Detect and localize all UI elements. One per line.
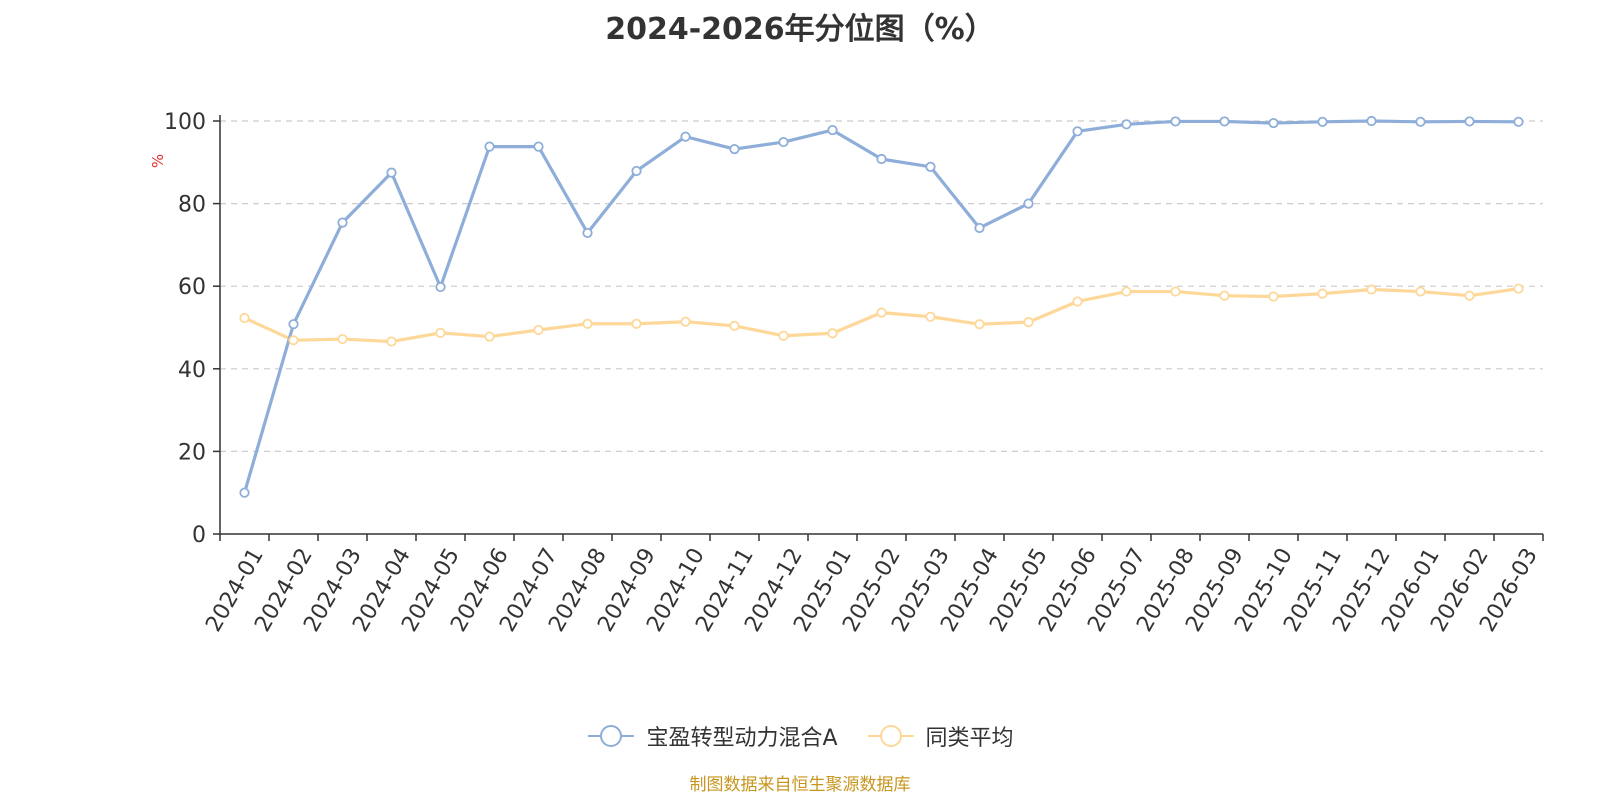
point-series-1-2024-11: [729, 320, 740, 331]
data-source-note: 制图数据来自恒生聚源数据库: [689, 775, 911, 795]
y-tick-label-40: 40: [178, 358, 206, 383]
point-series-1-2024-01: [239, 312, 250, 324]
legend-label-series-1: 同类平均: [925, 726, 1014, 751]
point-series-0-2024-07: [533, 141, 544, 152]
y-tick-label-0: 0: [192, 523, 206, 548]
legend-label-series-0: 宝盈转型动力混合A: [646, 726, 838, 751]
point-series-0-2025-06: [1072, 126, 1083, 137]
point-series-1-2026-01: [1415, 286, 1426, 297]
point-series-0-2025-01: [827, 124, 838, 136]
point-series-0-2024-05: [435, 281, 446, 293]
point-series-1-2025-01: [827, 328, 838, 339]
point-series-0-2024-11: [729, 143, 740, 155]
legend-item-series-0[interactable]: 宝盈转型动力混合A: [586, 720, 838, 752]
point-series-0-2025-11: [1317, 116, 1328, 127]
point-series-1-2025-09: [1219, 290, 1230, 301]
y-tick-label-20: 20: [178, 440, 206, 465]
point-series-1-2024-09: [631, 318, 642, 329]
point-series-1-2025-11: [1317, 288, 1328, 299]
y-tick-label-80: 80: [178, 193, 206, 218]
point-series-1-2025-03: [925, 311, 936, 322]
point-series-0-2024-08: [582, 227, 593, 239]
point-series-0-2024-02: [288, 319, 299, 330]
point-series-1-2025-05: [1023, 317, 1034, 328]
point-series-0-2024-12: [778, 136, 789, 148]
chart-title: 2024-2026年分位图（%）: [605, 12, 995, 47]
point-series-1-2024-03: [337, 333, 348, 345]
point-series-0-2024-04: [386, 167, 397, 178]
point-series-0-2026-01: [1415, 116, 1426, 127]
point-series-0-2025-04: [974, 222, 985, 234]
point-series-1-2025-06: [1072, 296, 1083, 307]
point-series-1-2025-07: [1121, 286, 1132, 297]
point-series-1-2025-04: [974, 319, 985, 330]
y-tick-label-60: 60: [178, 275, 206, 300]
point-series-1-2024-07: [533, 324, 544, 336]
point-series-0-2025-02: [876, 153, 887, 165]
legend-marker-series-0: [588, 725, 635, 747]
point-series-0-2025-09: [1219, 116, 1230, 127]
point-series-0-2026-02: [1464, 116, 1475, 127]
point-series-1-2024-04: [386, 336, 397, 347]
point-series-0-2025-07: [1121, 119, 1132, 130]
point-series-0-2024-10: [680, 131, 691, 142]
point-series-0-2025-05: [1023, 198, 1034, 209]
point-series-1-2024-05: [435, 327, 446, 338]
point-series-1-2024-10: [680, 316, 691, 327]
point-series-1-2025-10: [1268, 291, 1279, 302]
point-series-1-2024-12: [778, 330, 789, 341]
point-series-1-2025-02: [876, 307, 887, 318]
point-series-0-2026-03: [1513, 116, 1524, 127]
point-series-0-2024-01: [239, 487, 250, 498]
point-series-1-2026-02: [1464, 290, 1475, 301]
legend-item-series-1[interactable]: 同类平均: [866, 720, 1014, 752]
point-series-0-2025-08: [1170, 116, 1181, 127]
point-series-0-2025-10: [1268, 117, 1279, 129]
point-series-1-2024-02: [288, 335, 299, 346]
series-line-0: [242, 119, 1519, 494]
y-tick-label-100: 100: [164, 110, 206, 135]
point-series-1-2025-12: [1366, 284, 1377, 295]
point-series-1-2024-06: [484, 331, 495, 342]
legend-marker-series-1: [867, 725, 914, 747]
point-series-0-2025-03: [925, 161, 936, 172]
point-series-0-2024-03: [337, 217, 348, 228]
legend: 宝盈转型动力混合A 同类平均: [0, 720, 1600, 752]
point-series-0-2025-12: [1366, 115, 1377, 127]
point-series-0-2024-09: [631, 165, 642, 177]
point-series-1-2025-08: [1170, 286, 1181, 297]
point-series-0-2024-06: [484, 141, 495, 152]
y-axis-label: %: [149, 154, 167, 168]
point-series-1-2024-08: [582, 318, 593, 329]
point-series-1-2026-03: [1513, 283, 1524, 294]
